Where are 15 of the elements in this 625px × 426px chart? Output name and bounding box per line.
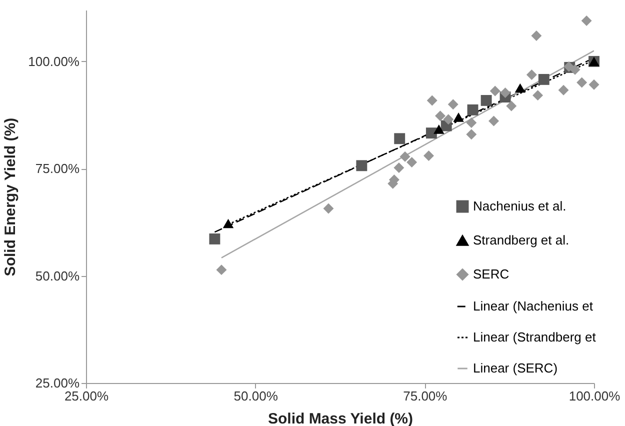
y-axis-title: Solid Energy Yield (%) <box>2 118 20 276</box>
x-tick-label: 50.00% <box>234 388 278 404</box>
legend-label: Linear (Nachenius et <box>473 298 594 314</box>
x-tick-label: 75.00% <box>403 388 448 404</box>
y-tick-label: 50.00% <box>35 268 80 284</box>
y-tick-label: 75.00% <box>35 161 80 176</box>
y-tick-label: 100.00% <box>28 54 80 69</box>
x-tick-label: 25.00% <box>64 388 109 404</box>
legend-label: Strandberg et al. <box>473 232 570 248</box>
legend-label: SERC <box>473 266 510 282</box>
y-tick-label: 25.00% <box>35 376 80 390</box>
x-tick-label: 100.00% <box>568 388 621 404</box>
legend-label: Nachenius et al. <box>473 198 566 214</box>
legend-label: Linear (Strandberg et <box>473 330 596 344</box>
legend-label: Linear (SERC) <box>473 360 558 376</box>
